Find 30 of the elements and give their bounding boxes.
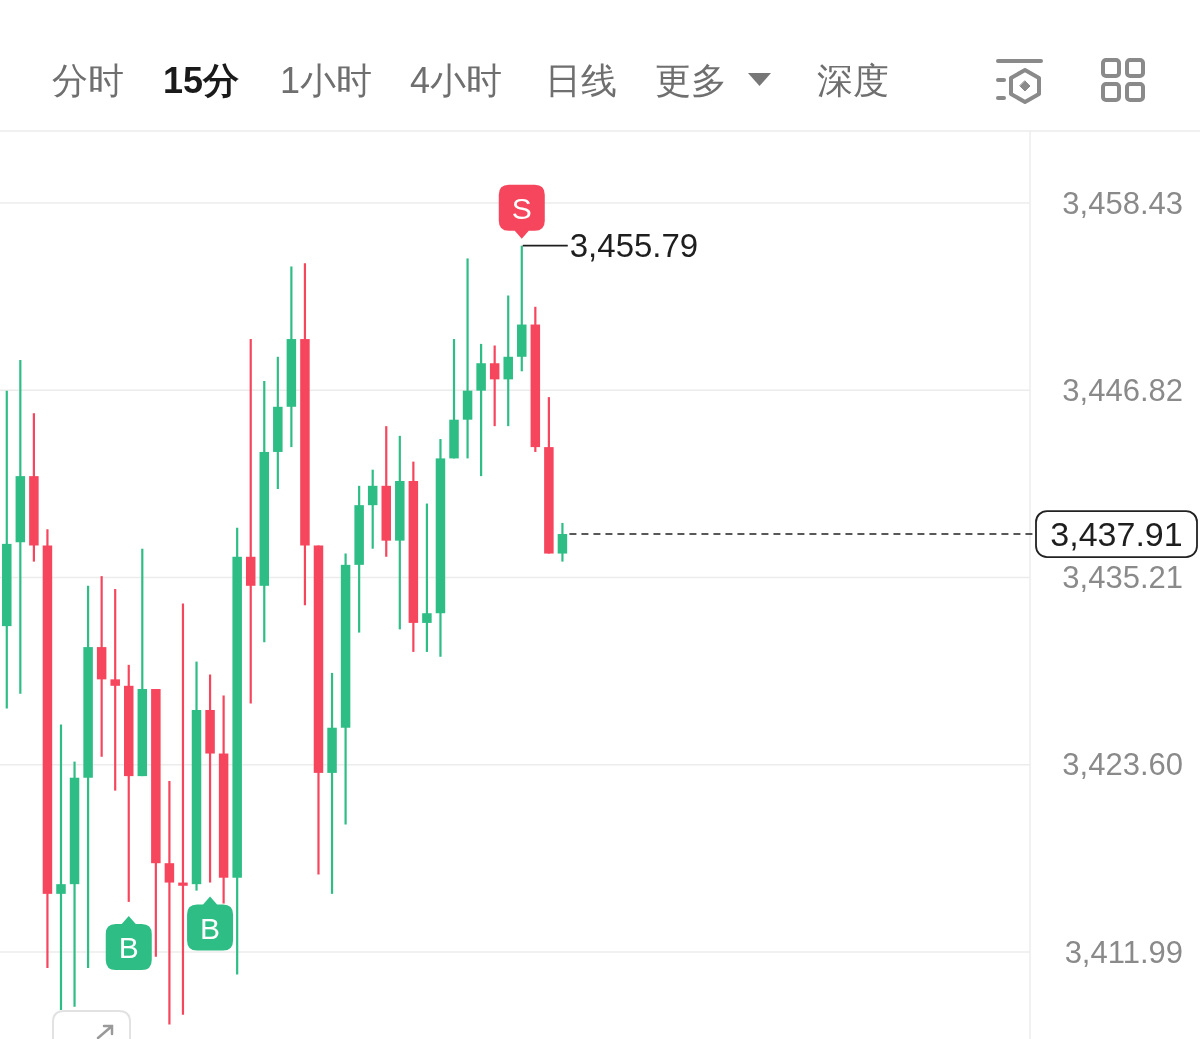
annotation: B [200,912,221,946]
text: 更多 [655,59,727,101]
pointer-tag: B [105,915,152,970]
ref-line-label: 3,437.91 [1050,515,1183,554]
y-tick-label: 3,458.43 [1062,185,1183,221]
candlestick [245,337,256,705]
y-tick-label: 3,446.82 [1062,372,1183,408]
text: 4小时 [410,59,503,101]
y-tick-label: 3,411.99 [1064,934,1183,970]
pointer-tag: S [498,184,545,239]
candlestick [489,344,500,428]
annotation: B [118,931,139,965]
annotation: S [511,192,532,226]
candlestick [110,587,120,792]
text: 15分 [163,59,240,101]
candlestick [367,468,378,550]
pointer-tag: B [187,896,234,951]
candlestick [503,294,513,428]
candlestick [56,723,66,1012]
text: 日线 [545,59,617,101]
text: 3,455.79 [569,227,699,265]
y-tick-label: 3,435.21 [1062,560,1183,596]
text: 深度 [817,59,889,101]
candlestick [557,521,568,563]
text: 分时 [52,59,124,101]
candlestick [164,779,175,1026]
candlestick [178,602,188,1016]
y-tick-label: 3,423.60 [1062,747,1183,783]
text: 1小时 [280,59,373,101]
candlestick [422,502,432,654]
